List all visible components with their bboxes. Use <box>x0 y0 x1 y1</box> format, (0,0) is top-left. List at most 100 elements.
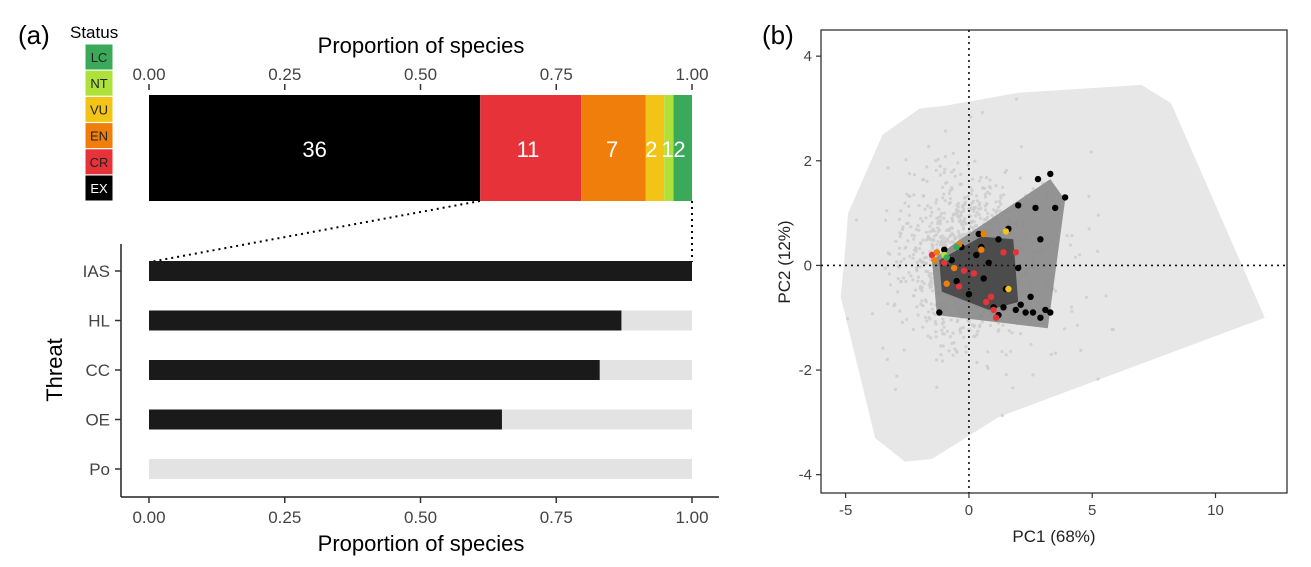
background-point <box>925 319 929 323</box>
background-point <box>997 205 1001 209</box>
background-point <box>999 202 1003 206</box>
legend-label-lc: LC <box>91 50 108 65</box>
background-point <box>951 353 955 357</box>
background-point <box>970 177 975 181</box>
species-point-cr <box>960 267 968 274</box>
threat-bar-hl <box>149 310 622 331</box>
background-point <box>988 323 993 328</box>
species-point-ex <box>948 257 955 264</box>
background-point <box>973 159 977 163</box>
species-point-ex <box>1027 293 1034 300</box>
species-point-ex <box>980 275 987 282</box>
background-point <box>999 194 1003 198</box>
background-point <box>964 222 969 226</box>
background-point <box>975 194 979 198</box>
background-point <box>1087 194 1091 198</box>
pca-axes: -5 0 5 10 4 2 0 -2 -4 <box>799 48 1224 519</box>
background-point <box>911 256 915 260</box>
background-point <box>919 216 923 220</box>
species-point-cr <box>1000 249 1007 256</box>
threat-y-tick-label: OE <box>85 411 110 430</box>
status-legend: Status LC NT VU EN CR EX <box>70 23 118 202</box>
background-point <box>897 265 901 269</box>
background-point <box>922 194 926 198</box>
species-point-vu <box>1005 285 1012 293</box>
background-point <box>1015 97 1019 101</box>
bar-segment-nt <box>664 95 674 201</box>
background-point <box>969 186 973 190</box>
pca-x-tick-label: 10 <box>1207 502 1224 519</box>
background-point <box>1007 329 1011 333</box>
background-point <box>1087 227 1091 231</box>
background-point <box>916 224 920 228</box>
zoom-connector-left <box>149 200 481 263</box>
background-point <box>920 219 925 223</box>
species-point-cr <box>1012 249 1019 256</box>
background-point <box>970 323 974 327</box>
background-point <box>931 244 935 248</box>
background-point <box>908 194 912 198</box>
species-point-ex <box>975 230 982 238</box>
background-point <box>934 168 938 172</box>
background-point <box>938 164 942 168</box>
background-point <box>903 201 907 205</box>
background-point <box>945 238 949 243</box>
background-point <box>1000 350 1004 354</box>
background-point <box>974 205 978 209</box>
background-point <box>980 320 985 324</box>
legend-swatch-ex <box>84 174 114 202</box>
background-point <box>911 278 915 282</box>
legend-label-cr: CR <box>90 155 109 170</box>
background-point <box>939 219 943 223</box>
legend-title: Status <box>70 23 118 42</box>
background-point <box>1073 255 1077 259</box>
background-point <box>996 321 1001 325</box>
background-point <box>898 234 902 239</box>
top-x-axis-ticks: 0.00 0.25 0.50 0.75 1.00 <box>132 65 709 90</box>
background-point <box>1068 243 1073 247</box>
background-point <box>1065 234 1069 238</box>
background-point <box>984 217 988 221</box>
threat-y-axis-title: Threat <box>42 338 67 402</box>
background-point <box>930 284 934 289</box>
species-point-cr <box>928 251 936 259</box>
background-point <box>998 199 1002 204</box>
background-point <box>955 320 960 324</box>
background-point <box>978 323 982 327</box>
background-point <box>951 233 956 237</box>
background-point <box>912 294 916 298</box>
background-point <box>892 304 896 308</box>
background-point <box>913 288 918 292</box>
background-point <box>929 206 933 210</box>
background-point <box>917 204 921 208</box>
species-point-cr <box>992 314 1000 321</box>
background-point <box>941 344 945 348</box>
background-point <box>1004 373 1008 377</box>
background-point <box>988 178 992 182</box>
background-point <box>937 207 941 211</box>
background-point <box>953 235 958 239</box>
background-point <box>1029 342 1033 347</box>
background-point <box>902 276 906 280</box>
background-point <box>913 234 917 238</box>
background-point <box>1031 187 1035 191</box>
background-point <box>934 322 938 326</box>
background-point <box>959 210 963 214</box>
count-label-nt: 1 <box>661 137 673 162</box>
bar-segment-cr <box>480 95 582 201</box>
background-point <box>934 358 939 362</box>
pca-y-tick-label: 4 <box>804 48 812 65</box>
background-point <box>943 155 948 159</box>
species-point-ex <box>1000 304 1007 311</box>
background-point <box>915 305 919 309</box>
species-point-ex <box>1047 170 1054 178</box>
background-point <box>918 265 922 269</box>
background-point <box>854 218 859 222</box>
background-point <box>925 270 930 274</box>
background-point <box>983 204 987 208</box>
background-point <box>934 159 938 163</box>
background-point <box>944 129 948 133</box>
background-point <box>1011 386 1015 390</box>
background-point <box>948 233 953 237</box>
background-point <box>918 258 922 262</box>
